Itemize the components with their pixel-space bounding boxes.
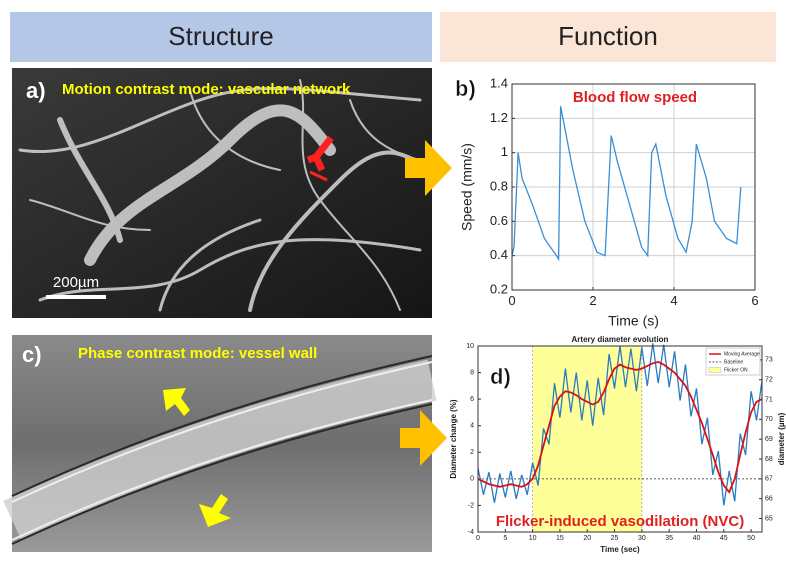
panel-label: a) xyxy=(26,78,46,103)
x-tick-label: 45 xyxy=(720,535,728,542)
page: {"header":{"left":"Structure","right":"F… xyxy=(0,0,786,563)
legend-label: Moving Average xyxy=(724,351,760,357)
x-tick-label: 35 xyxy=(665,535,673,542)
y-axis-label: Diameter change (%) xyxy=(449,399,458,478)
y-tick-label: 0 xyxy=(470,476,474,483)
header-title: Function xyxy=(558,21,658,51)
y2-tick-label: 65 xyxy=(765,515,773,522)
y2-axis-label: diameter (µm) xyxy=(777,412,786,465)
x-tick-label: 0 xyxy=(476,535,480,542)
y-tick-label: 0.4 xyxy=(490,247,508,262)
y2-tick-label: 71 xyxy=(765,396,773,403)
y2-tick-label: 67 xyxy=(765,476,773,483)
y2-tick-label: 72 xyxy=(765,377,773,384)
x-tick-label: 10 xyxy=(529,535,537,542)
panel-caption: Phase contrast mode: vessel wall xyxy=(78,345,317,362)
x-tick-label: 4 xyxy=(670,293,677,308)
panel-label: c) xyxy=(22,342,42,367)
legend-label: Baseline xyxy=(724,359,743,365)
chart-title: Artery diameter evolution xyxy=(572,335,669,344)
legend-label: Flicker ON xyxy=(724,367,748,373)
y2-tick-label: 70 xyxy=(765,416,773,423)
y-tick-label: 6 xyxy=(470,396,474,403)
header-title: Structure xyxy=(168,21,274,51)
y-tick-label: 10 xyxy=(466,343,474,350)
y-tick-label: 1.2 xyxy=(490,110,508,125)
y2-tick-label: 68 xyxy=(765,456,773,463)
scale-bar-label: 200µm xyxy=(53,274,99,291)
legend-swatch xyxy=(709,368,721,373)
y-tick-label: 1.4 xyxy=(490,75,508,90)
x-tick-label: 25 xyxy=(611,535,619,542)
x-axis-label: Time (s) xyxy=(608,313,659,329)
y-tick-label: 8 xyxy=(470,369,474,376)
x-tick-label: 2 xyxy=(589,293,596,308)
y-tick-label: 4 xyxy=(470,423,474,430)
y2-tick-label: 73 xyxy=(765,357,773,364)
image-c: c) Phase contrast mode: vessel wall xyxy=(12,335,432,552)
chart-title: Blood flow speed xyxy=(573,89,697,106)
panel-label: b) xyxy=(455,76,476,101)
x-tick-label: 0 xyxy=(508,293,515,308)
y-tick-label: -4 xyxy=(468,529,474,536)
image-a: 200µm a) Motion contrast mode: vascular … xyxy=(12,68,432,318)
y2-tick-label: 69 xyxy=(765,436,773,443)
y-tick-label: 0.6 xyxy=(490,213,508,228)
figure: Structure Function 200µm a) Motion contr… xyxy=(0,0,786,558)
y2-tick-label: 66 xyxy=(765,496,773,503)
x-tick-label: 5 xyxy=(503,535,507,542)
panel-caption: Motion contrast mode: vascular network xyxy=(62,81,351,98)
x-tick-label: 20 xyxy=(583,535,591,542)
y-axis-label: Speed (mm/s) xyxy=(459,143,475,231)
x-tick-label: 6 xyxy=(751,293,758,308)
y-tick-label: 0.2 xyxy=(490,281,508,296)
x-tick-label: 15 xyxy=(556,535,564,542)
y-tick-label: -2 xyxy=(468,502,474,509)
panel-label: d) xyxy=(490,364,511,389)
y-tick-label: 1 xyxy=(501,144,508,159)
x-tick-label: 40 xyxy=(693,535,701,542)
x-tick-label: 30 xyxy=(638,535,646,542)
y-tick-label: 0.8 xyxy=(490,178,508,193)
y-tick-label: 2 xyxy=(470,449,474,456)
x-tick-label: 50 xyxy=(747,535,755,542)
annotation: Flicker-induced vasodilation (NVC) xyxy=(496,513,744,530)
x-axis-label: Time (sec) xyxy=(600,545,640,554)
